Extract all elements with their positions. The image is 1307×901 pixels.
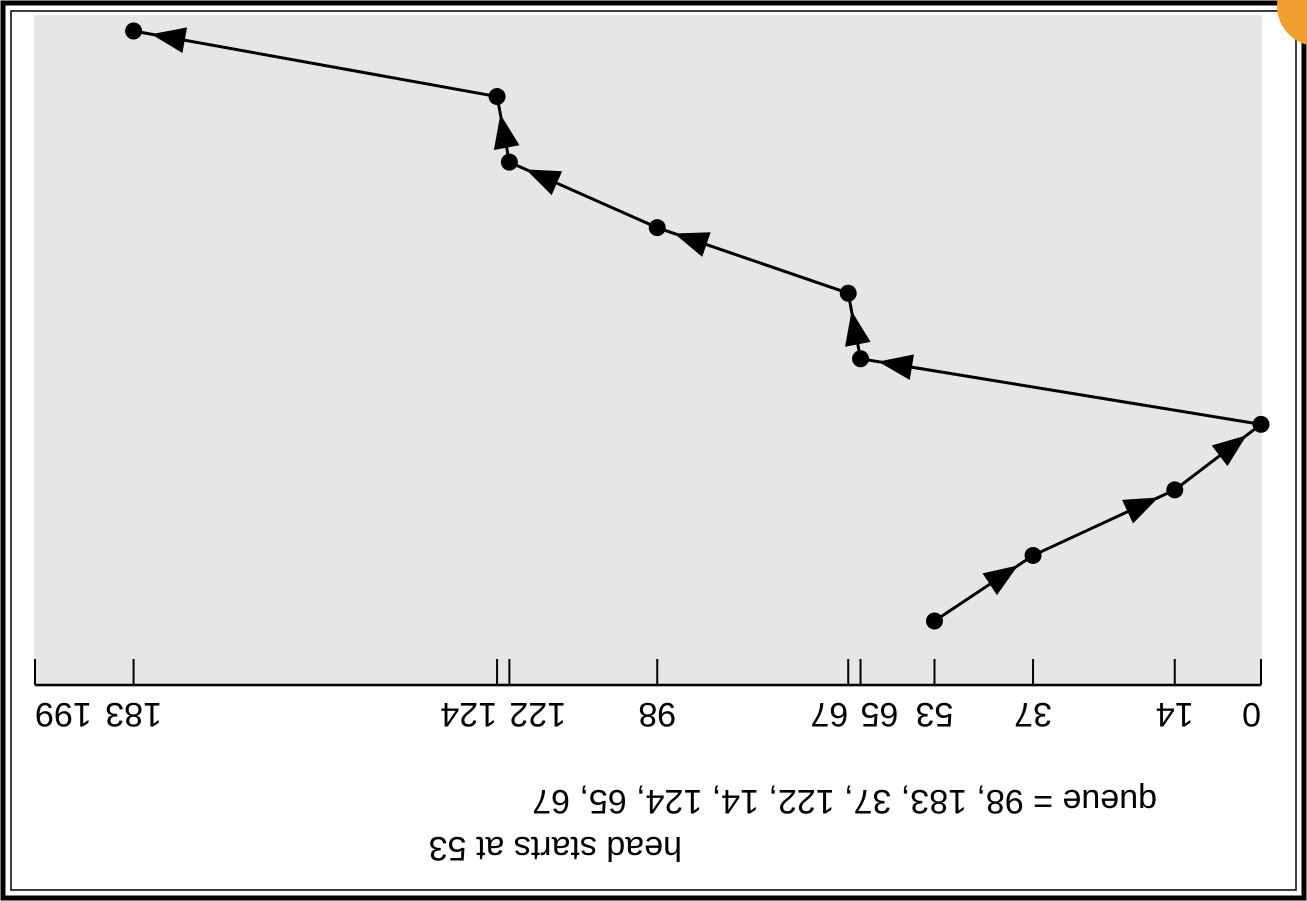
x-axis-ticks [34,659,1262,685]
plot-area [34,15,1262,687]
inner-frame [10,10,1297,891]
direction-arrow-icon [674,232,711,257]
x-tick-label: 67 [810,695,848,733]
visit-point [648,219,666,237]
direction-arrow-icon [525,169,563,196]
direction-arrow-icon [1211,435,1247,467]
x-tick-label: 124 [440,695,497,733]
seek-points [125,22,1270,630]
x-tick-label: 37 [1014,695,1052,733]
x-tick-label: 199 [35,695,92,733]
x-tick-label: 98 [638,695,676,733]
queue-caption: queue = 98, 183, 37, 122, 14, 124, 65, 6… [532,782,1157,820]
x-tick-label: 65 [861,695,899,733]
x-tick-label: 183 [105,695,162,733]
visit-point [852,350,870,368]
x-tick-label: 14 [1156,695,1194,733]
direction-arrow-icon [982,565,1019,596]
visit-point [125,22,143,40]
direction-arrow-icon [878,354,914,381]
logo-badge [1277,0,1307,45]
visit-point [500,153,518,171]
seek-segment [860,357,1262,426]
direction-arrow-icon [493,114,520,151]
seek-path [133,27,1262,623]
visit-point [1024,546,1042,564]
visit-point [1252,415,1270,433]
direction-arrow-icon [1122,497,1159,524]
x-tick-label: 53 [916,695,954,733]
x-tick-label: 0 [1242,695,1261,733]
direction-arrow-icon [151,27,188,54]
x-tick-label: 122 [509,695,566,733]
head-caption: head starts at 53 [429,829,682,867]
visit-point [488,88,506,106]
seek-segment [133,29,498,99]
visit-point [1166,481,1184,499]
visit-point [839,284,857,302]
x-axis-tick-labels: 0 14 37 53 65 67 98 122 124 183 199 [35,695,1261,733]
head-start-point [925,612,943,630]
direction-arrow-icon [845,310,871,347]
